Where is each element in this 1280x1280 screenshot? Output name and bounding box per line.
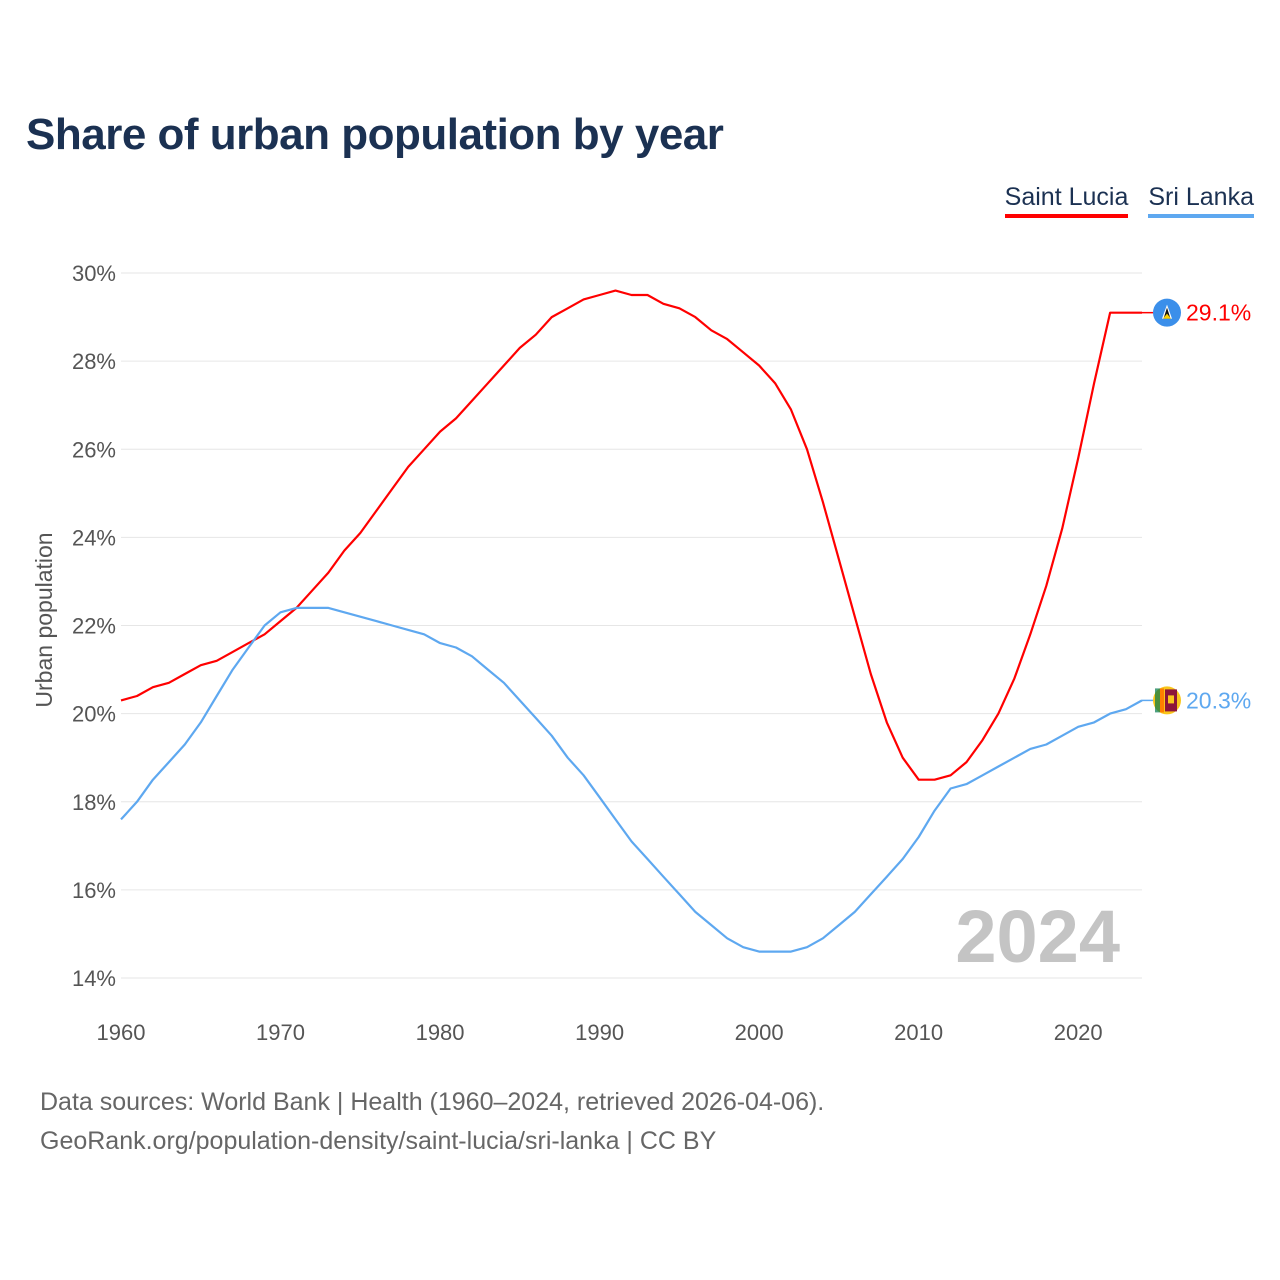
y-tick-label: 16% [72,878,116,903]
legend-saint-lucia[interactable]: Saint Lucia [1004,183,1129,218]
y-tick-label: 24% [72,525,116,550]
y-tick-label: 28% [72,349,116,374]
chart-title: Share of urban population by year [26,110,724,159]
y-tick-label: 18% [72,790,116,815]
x-tick-label: 1960 [97,1020,146,1045]
series-line-saint-lucia[interactable] [120,289,1142,781]
x-tick-label: 1980 [416,1020,465,1045]
y-tick-label: 30% [72,261,116,286]
y-axis-label: Urban population [31,532,57,707]
x-tick-label: 1970 [256,1020,305,1045]
x-tick-label: 2010 [894,1020,943,1045]
footer-link[interactable]: GeoRank.org/population-density/saint-luc… [40,1127,717,1155]
y-tick-label: 22% [72,614,116,639]
x-tick-label: 2020 [1054,1020,1103,1045]
end-value-label: 20.3% [1186,687,1251,713]
watermark-year: 2024 [955,895,1120,978]
y-tick-label: 26% [72,437,116,462]
saint-lucia-flag-icon [1153,298,1181,327]
x-tick-label: 2000 [735,1020,784,1045]
footer-sources: Data sources: World Bank | Health (1960–… [40,1088,825,1116]
y-tick-label: 14% [72,966,116,991]
legend: Saint Lucia Sri Lanka [1004,183,1254,218]
sri-lanka-flag-icon [1153,686,1181,715]
series-line-sri-lanka[interactable] [120,606,1143,953]
y-tick-label: 20% [72,702,116,727]
x-tick-label: 1990 [575,1020,624,1045]
end-value-label: 29.1% [1186,300,1251,326]
legend-sri-lanka[interactable]: Sri Lanka [1148,183,1254,218]
